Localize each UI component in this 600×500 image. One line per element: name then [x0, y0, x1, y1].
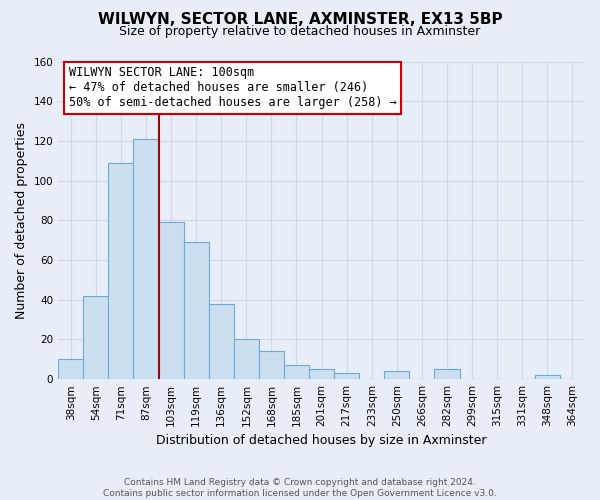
Text: Size of property relative to detached houses in Axminster: Size of property relative to detached ho… — [119, 25, 481, 38]
Bar — [184, 242, 209, 379]
Text: WILWYN, SECTOR LANE, AXMINSTER, EX13 5BP: WILWYN, SECTOR LANE, AXMINSTER, EX13 5BP — [98, 12, 502, 28]
Bar — [284, 366, 309, 379]
Bar — [309, 370, 334, 379]
Text: WILWYN SECTOR LANE: 100sqm
← 47% of detached houses are smaller (246)
50% of sem: WILWYN SECTOR LANE: 100sqm ← 47% of deta… — [69, 66, 397, 110]
Bar — [58, 360, 83, 379]
Bar — [259, 352, 284, 379]
X-axis label: Distribution of detached houses by size in Axminster: Distribution of detached houses by size … — [157, 434, 487, 448]
Bar — [334, 373, 359, 379]
Bar — [158, 222, 184, 379]
Bar — [535, 375, 560, 379]
Text: Contains HM Land Registry data © Crown copyright and database right 2024.
Contai: Contains HM Land Registry data © Crown c… — [103, 478, 497, 498]
Bar — [109, 163, 133, 379]
Y-axis label: Number of detached properties: Number of detached properties — [15, 122, 28, 319]
Bar — [234, 340, 259, 379]
Bar — [209, 304, 234, 379]
Bar — [434, 370, 460, 379]
Bar — [133, 139, 158, 379]
Bar — [385, 371, 409, 379]
Bar — [83, 296, 109, 379]
